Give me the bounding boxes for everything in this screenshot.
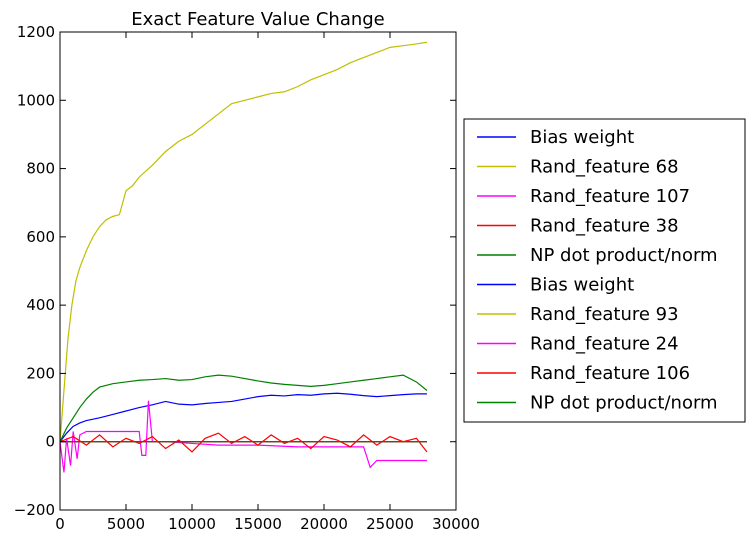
legend: Bias weight Rand_feature 68 Rand_feature 1… [463,118,746,423]
legend-label: Bias weight [530,127,634,148]
x-tick-label: 5000 [107,515,145,533]
axes: 0 5000 10000 15000 20000 25000 30000−200020040… [14,23,480,533]
x-tick-label: 30000 [432,515,480,533]
plot-frame [59,31,457,511]
x-tick-label: 20000 [300,515,348,533]
y-tick-label: 400 [26,296,55,314]
legend-label: Rand_feature 93 [530,304,679,325]
plot-area [60,41,428,473]
legend-label: Rand_feature 24 [530,334,679,355]
x-tick-label: 0 [55,515,65,533]
series-line-2 [60,400,427,473]
x-tick-label: 25000 [366,515,414,533]
y-tick-label: 600 [26,228,55,246]
x-tick-label: 10000 [168,515,216,533]
y-tick-label: 1000 [17,91,55,109]
series-line-0 [60,392,427,443]
y-tick-label: 0 [45,433,55,451]
legend-box [463,118,746,423]
series-line-4 [60,374,428,442]
legend-label: Rand_feature 107 [530,186,690,207]
chart-title: Exact Feature Value Change [131,9,385,30]
legend-label: Rand_feature 68 [530,157,679,178]
y-tick-label: −200 [14,501,55,519]
y-tick-label: 200 [26,364,55,382]
y-tick-label: 800 [26,160,55,178]
series-line-1 [60,41,428,442]
legend-label: Bias weight [530,275,634,296]
legend-label: Rand_feature 38 [530,216,679,237]
x-tick-label: 15000 [234,515,282,533]
series-line-3 [60,432,428,453]
legend-label: NP dot product/norm [530,393,718,414]
legend-label: NP dot product/norm [530,245,718,266]
legend-label: Rand_feature 106 [530,363,690,384]
y-tick-label: 1200 [17,23,55,41]
